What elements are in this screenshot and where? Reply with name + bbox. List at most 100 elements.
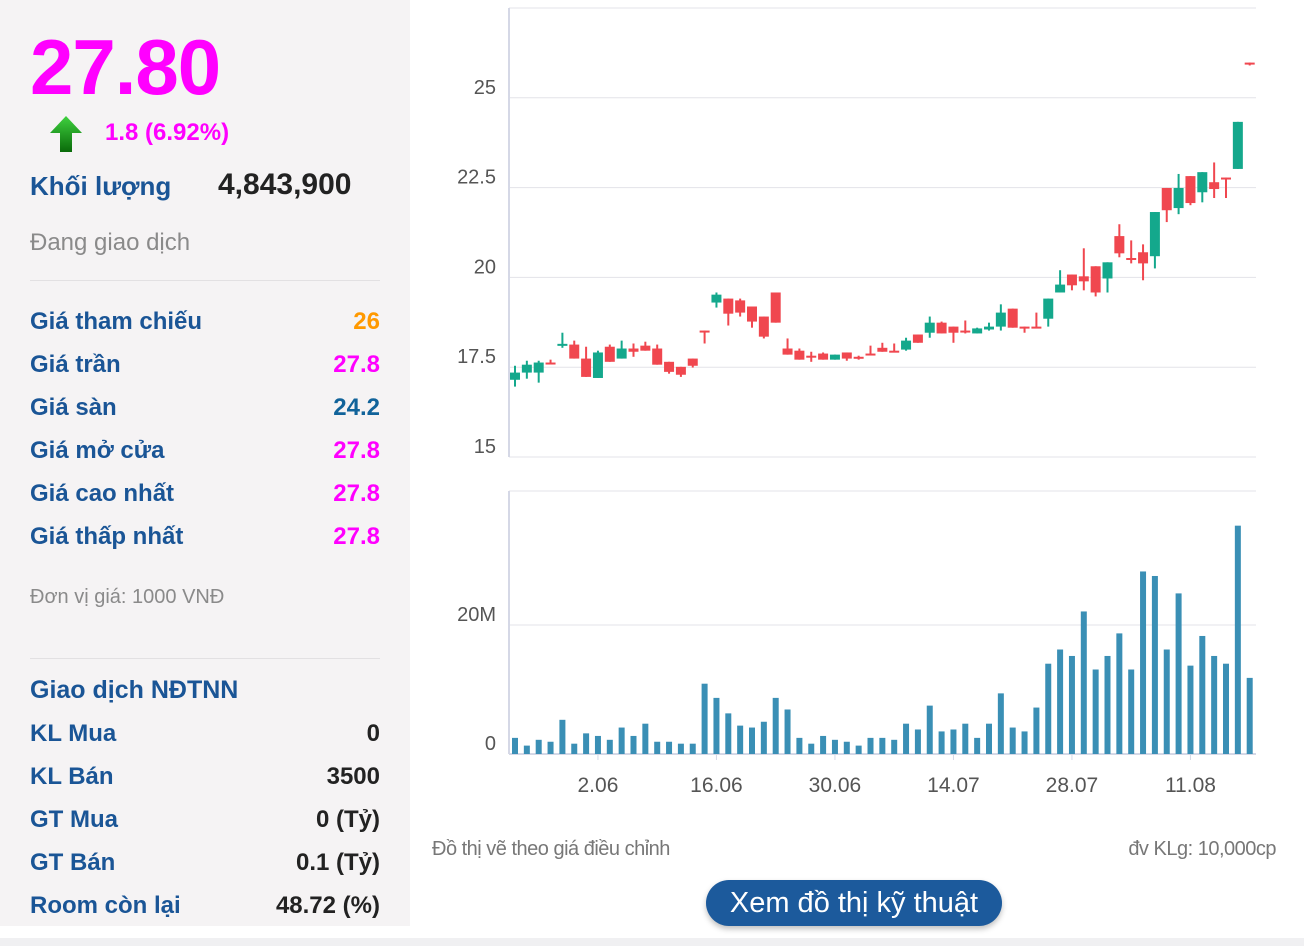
volume-bar [713,697,720,754]
volume-bar [618,727,625,754]
volume-bar [547,741,554,754]
candle-body [616,348,627,359]
candle-body [1090,266,1101,293]
candle-body [533,362,544,373]
candle-body [936,322,947,334]
row-value: 27.8 [333,351,380,378]
candle-body [687,358,698,366]
candle-body [1007,308,1018,328]
price-row-high: Giá cao nhất 27.8 [30,480,380,508]
price-row-low: Giá thấp nhất 27.8 [30,523,380,551]
candle-body [545,362,556,365]
candle-body [557,343,568,346]
row-label: Giá cao nhất [30,480,175,507]
candle-body [569,344,580,359]
volume-bar [1199,635,1206,754]
candle-body [1078,276,1089,282]
volume-bar [1246,677,1253,754]
volume-bar [666,741,673,754]
y-tick-label: 22.5 [457,167,496,189]
row-label: GT Mua [30,806,118,833]
candle-body [960,330,971,333]
volume-value: 4,843,900 [218,168,352,201]
candle-body [699,330,710,333]
candle-body [806,355,817,358]
candle-body [889,350,900,353]
candle-body [640,345,651,351]
foreign-row: Room còn lại 48.72 (%) [30,892,380,920]
candle-body [652,348,663,365]
candle-body [1019,326,1030,329]
row-label: Room còn lại [30,892,181,919]
volume-unit-note: đv KLg: 10,000cp [1128,838,1276,860]
candle-body [1149,212,1160,257]
candle-body [912,334,923,343]
candle-body [675,366,686,375]
volume-bar [583,733,590,754]
candle-body [604,346,615,362]
volume-bar [903,723,910,754]
candle-body [853,356,864,359]
volume-bar [997,693,1004,754]
volume-bar [760,721,767,754]
volume-bar [891,739,898,754]
candle-body [770,292,781,323]
volume-bar [1187,665,1194,754]
volume-bar [630,735,637,754]
row-value: 24.2 [333,394,380,421]
row-label: Giá trần [30,351,121,378]
x-tick-label: 11.08 [1165,774,1216,797]
volume-bar [938,731,945,754]
candle-body [1066,274,1077,286]
trading-status: Đang giao dịch [30,229,191,256]
candle-body [1126,258,1137,261]
volume-bar [701,683,708,754]
row-label: Giá thấp nhất [30,523,184,550]
foreign-row: KL Mua 0 [30,720,380,748]
price-volume-chart: 15 17.5 20 22.5 25 0 20M 2.06 16.06 30.06 14.07 28.… [457,7,1256,797]
volume-bar [1104,655,1111,754]
quote-panel: 27.80 1.8 (6.92%) Khối lượng 4,843,900 Đ… [0,0,410,926]
row-label: Giá tham chiếu [30,308,203,335]
divider [30,280,380,281]
x-tick-label: 28.07 [1046,774,1099,797]
candle-body [865,353,876,356]
x-tick-label: 2.06 [578,774,619,797]
volume-bar [974,737,981,754]
candle-body [1221,177,1231,180]
candle-body [1161,187,1172,211]
candle-body [1209,182,1220,190]
volume-bar [1128,669,1135,754]
candle-body [758,316,769,337]
candle-body [829,354,840,360]
y-tick-label: 25 [474,77,496,99]
volume-bar [831,739,838,754]
candle-body [510,372,520,380]
foreign-row: GT Mua 0 (Tỷ) [30,806,380,834]
candle-body [628,348,639,352]
price-row-reference: Giá tham chiếu 26 [30,308,380,336]
view-technical-chart-button[interactable]: Xem đồ thị kỹ thuật [706,880,1002,926]
volume-bar [689,743,696,754]
volume-bar [1068,655,1075,754]
volume-bar [962,723,969,754]
volume-bar [1163,649,1170,754]
row-value: 0 [366,720,380,747]
row-value: 27.8 [333,523,380,550]
candle-body [1102,262,1113,279]
volume-bar [523,745,530,754]
volume-bar [594,735,601,754]
row-value: 3500 [326,763,380,790]
candle-body [972,328,983,334]
volume-bar [749,727,755,754]
volume-bar [784,709,791,754]
current-price: 27.80 [30,23,221,111]
volume-bar [559,719,566,754]
adjusted-price-note: Đồ thị vẽ theo giá điều chỉnh [432,838,670,860]
candle-body [747,306,757,322]
candle-body [723,298,734,314]
volume-bar [1021,731,1028,754]
foreign-row: GT Bán 0.1 (Tỷ) [30,849,380,877]
x-tick-label: 14.07 [927,774,980,797]
foreign-row: KL Bán 3500 [30,763,380,791]
